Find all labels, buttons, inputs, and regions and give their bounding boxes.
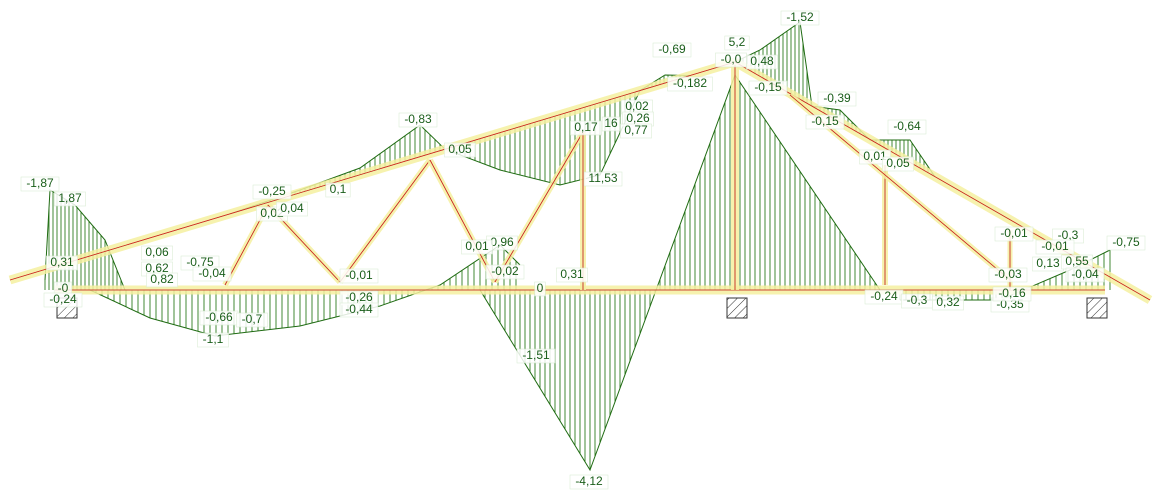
value-label: 0,82 [150, 272, 174, 286]
value-label: -0,04 [1071, 267, 1099, 281]
value-label: -0,02 [491, 264, 519, 278]
value-label: -0,0 [721, 52, 742, 66]
value-label: -0,7 [242, 312, 263, 326]
value-label: -0,04 [198, 266, 226, 280]
member-axis [10, 62, 735, 280]
value-label: -0,25 [258, 184, 286, 198]
value-label: 0,1 [330, 182, 347, 196]
value-label: -1,87 [26, 176, 54, 190]
value-label: 0,96 [490, 235, 514, 249]
value-label: -0,182 [673, 76, 707, 90]
value-label: 0,05 [448, 142, 472, 156]
value-label: 0,31 [560, 267, 584, 281]
value-label: -0,01 [1000, 226, 1028, 240]
value-label: -0,15 [754, 80, 782, 94]
value-label: 0,31 [50, 255, 74, 269]
value-label: -0,16 [998, 286, 1026, 300]
value-label: 11,53 [588, 171, 617, 185]
support [727, 298, 747, 318]
value-label: -0,39 [823, 91, 851, 105]
value-label: -0,3 [907, 293, 928, 307]
value-label: 0,77 [624, 123, 648, 137]
value-label: -0,69 [658, 42, 686, 56]
value-label: 0,17 [574, 120, 598, 134]
value-label: 16 [604, 116, 618, 130]
value-label: -1,52 [786, 10, 814, 24]
value-label: 5,2 [729, 35, 746, 49]
value-label: 0,05 [886, 156, 910, 170]
truss-diagram: -1,52 -0,69 5,2 -0,0 0,48 -0,182 -0,15 -0,39 -0,… [0, 0, 1153, 491]
value-label: 0,13 [1036, 256, 1060, 270]
value-label: 0 [537, 281, 544, 295]
value-label: -1,51 [522, 348, 550, 362]
value-label: -0,01 [345, 268, 373, 282]
value-label: -0,03 [994, 267, 1022, 281]
value-label: 0,48 [750, 54, 774, 68]
value-label: -0,66 [205, 310, 233, 324]
member-axis [495, 132, 583, 282]
value-label: 0,04 [280, 201, 304, 215]
value-label: -0,75 [1112, 235, 1140, 249]
value-label: 0,01 [465, 239, 489, 253]
value-label: -1,1 [203, 332, 224, 346]
value-label: -0,83 [404, 112, 432, 126]
value-label: -4,12 [575, 474, 603, 488]
value-label: 0,32 [936, 295, 960, 309]
moment-diagrams [45, 22, 1110, 470]
value-label: -0,01 [1041, 239, 1069, 253]
value-label: -0,24 [49, 292, 77, 306]
value-label: -0,24 [870, 289, 898, 303]
value-label: 0,06 [145, 245, 169, 259]
value-label: 0,55 [1065, 254, 1089, 268]
value-label: -0,15 [811, 114, 839, 128]
value-label: 1,87 [58, 191, 82, 205]
value-label: -0,44 [345, 302, 373, 316]
support [1087, 298, 1107, 318]
value-label: -0,64 [893, 119, 921, 133]
member-axis [430, 160, 495, 282]
